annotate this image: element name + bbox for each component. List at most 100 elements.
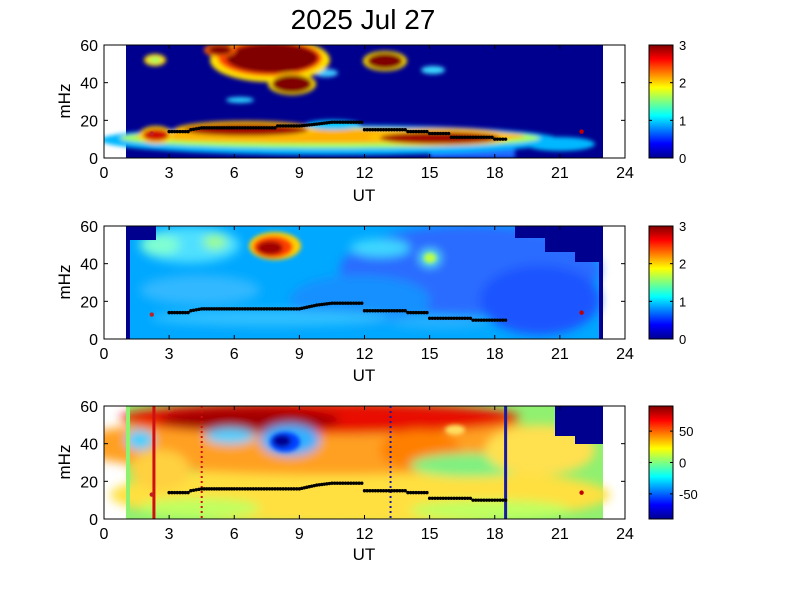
ridge-point (476, 498, 481, 502)
ridge-point (362, 309, 367, 313)
ridge-point (197, 307, 201, 312)
ridge-point (455, 316, 459, 320)
ridge-point (422, 129, 426, 134)
ridge-point (463, 316, 467, 320)
ridge-point (259, 487, 264, 491)
ridge-point (286, 124, 291, 128)
ridge-point (225, 487, 229, 491)
ylabel-top: mHz (55, 84, 74, 119)
colorbar-tick-label: 1 (679, 294, 686, 309)
ridge-point (384, 489, 388, 493)
xtick-label: 18 (486, 165, 504, 182)
ridge-point (346, 120, 350, 124)
ridge-point (275, 307, 280, 311)
ticks-top: 0 3 6 9 12 15 18 21 24 0 20 40 60 (80, 38, 634, 182)
ridge-point (207, 487, 211, 491)
ridge-point (365, 309, 369, 313)
ridge-point (474, 135, 478, 139)
ridge-point (381, 128, 386, 132)
ridge-point (357, 301, 361, 305)
ytick-label: 0 (89, 512, 98, 529)
ridge-point (452, 135, 456, 139)
ridge-point (327, 120, 332, 125)
ridge-point (235, 307, 239, 311)
ridge-point (167, 129, 171, 134)
ridge-point (302, 123, 307, 128)
ridge-point (370, 128, 375, 132)
ridge-point (251, 126, 255, 130)
ridge-point (262, 126, 266, 130)
ridge-point (495, 498, 500, 502)
colorbar-tick-label: -50 (679, 487, 698, 502)
ridge-point (389, 309, 394, 313)
ridge-point (240, 307, 245, 311)
ridge-point (427, 131, 432, 136)
ridge-point (305, 123, 309, 127)
ridge-point (479, 498, 483, 502)
ridge-point (444, 496, 448, 500)
ridge-point (243, 126, 247, 130)
ridge-point (178, 490, 182, 495)
heatmap-top (104, 45, 603, 158)
ridge-point (189, 489, 193, 493)
ridge-point (384, 128, 388, 132)
ridge-point (320, 121, 324, 126)
ridge-point (408, 129, 413, 134)
ridge-point (248, 307, 253, 311)
ridge-point (284, 307, 288, 311)
ridge-point (194, 488, 198, 492)
colorbar-top (648, 44, 674, 159)
ridge-point (471, 135, 475, 139)
ridge-point (225, 307, 229, 311)
ridge-point (446, 131, 451, 136)
ridge-point (346, 301, 350, 305)
ridge-point (175, 310, 179, 315)
ridge-point (230, 126, 234, 130)
xtick-label: 0 (100, 346, 109, 363)
xtick-label: 0 (100, 165, 109, 182)
ridge-point (243, 307, 247, 311)
ridge-point (430, 131, 435, 136)
ridge-point (433, 316, 437, 320)
ridge-point (425, 310, 429, 315)
ridge-point (474, 318, 478, 322)
ridge-point (430, 316, 435, 320)
ytick-label: 40 (80, 257, 98, 274)
ridge-point (460, 135, 464, 139)
ridge-point (317, 483, 321, 487)
ridge-point (232, 126, 236, 130)
ticks-middle: 0 3 6 9 12 15 18 21 24 0 20 40 60 (80, 219, 634, 363)
ridge-point (330, 301, 334, 305)
colorbar-ticks-top: 0 1 2 3 (649, 38, 686, 166)
xtick-label: 12 (356, 526, 374, 543)
ridge-point (204, 126, 209, 130)
ridge-point (332, 481, 337, 485)
xlabel-top: UT (353, 186, 376, 205)
ridge-point (204, 487, 209, 491)
ridge-point (501, 137, 505, 141)
ridge-point (362, 128, 367, 132)
ridge-point (292, 487, 296, 491)
ridge-point (267, 307, 272, 311)
ytick-label: 40 (80, 76, 98, 93)
xtick-label: 21 (551, 526, 569, 543)
xtick-label: 3 (165, 165, 174, 182)
ridge-point (183, 490, 188, 495)
ridge-point (281, 124, 285, 128)
ridge-point (365, 128, 369, 132)
ridge-point (317, 303, 321, 307)
ridge-point (267, 487, 272, 491)
ridge-point (414, 310, 418, 315)
ridge-point (175, 129, 179, 134)
ridge-point (376, 128, 380, 132)
ridge-point (289, 307, 293, 311)
ridge-point (465, 135, 470, 139)
ridge-point (284, 124, 288, 128)
ridge-markers-middle (149, 301, 584, 322)
ridge-point (225, 126, 229, 130)
ridge-point (341, 301, 345, 305)
ridge-point (191, 308, 196, 312)
ridge-point (284, 487, 288, 491)
ridge-point (495, 137, 500, 141)
